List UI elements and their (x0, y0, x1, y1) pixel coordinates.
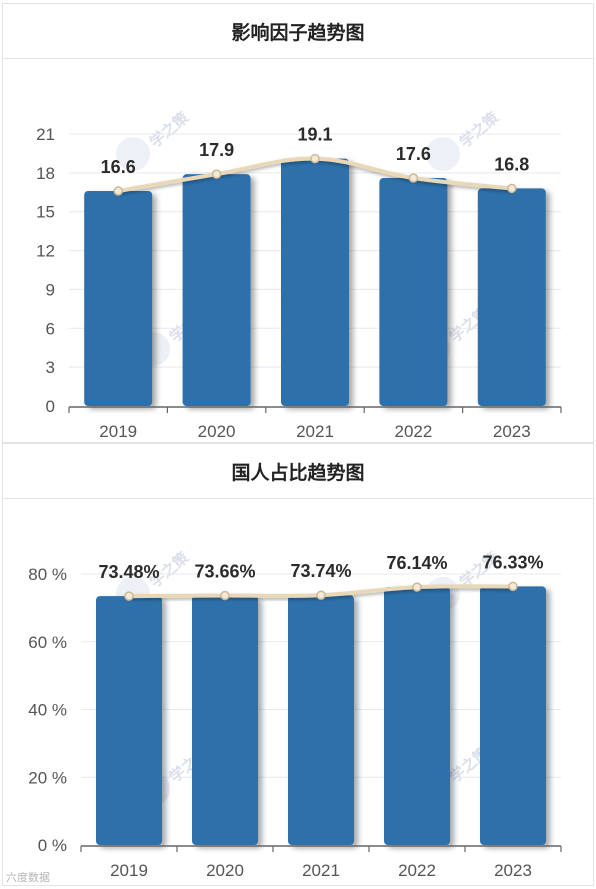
trend-point (412, 582, 422, 592)
data-label: 19.1 (297, 125, 332, 145)
chart-title: 国人占比趋势图 (3, 444, 593, 499)
trend-point (124, 591, 134, 601)
y-tick-label: 80 % (28, 565, 67, 584)
y-tick-label: 20 % (28, 768, 67, 787)
data-label: 16.8 (494, 154, 529, 174)
y-tick-label: 15 (36, 203, 55, 222)
data-label: 73.74% (290, 561, 351, 581)
x-tick-label: 2023 (493, 422, 531, 441)
y-tick-label: 9 (46, 280, 55, 299)
y-tick-label: 6 (46, 319, 55, 338)
x-tick-label: 2022 (394, 422, 432, 441)
x-tick-label: 2023 (494, 861, 532, 880)
footer-watermark: 六度数据 (6, 872, 50, 884)
x-tick-label: 2020 (198, 422, 236, 441)
y-tick-label: 12 (36, 242, 55, 261)
x-tick-label: 2019 (110, 861, 148, 880)
data-label: 16.6 (101, 157, 136, 177)
y-tick-label: 21 (36, 125, 55, 144)
x-tick-label: 2021 (296, 422, 334, 441)
data-label: 76.33% (482, 552, 543, 572)
impact-factor-chart: 学之策学之策学之策学之策0369121518212019202020212022… (36, 108, 562, 441)
bar (182, 174, 251, 406)
watermark: 学之策 (426, 108, 503, 171)
bar (84, 190, 153, 406)
bar (477, 188, 546, 406)
bar (384, 587, 450, 845)
trend-point (310, 153, 320, 164)
trend-point (113, 186, 123, 196)
trend-point (316, 590, 326, 600)
svg-text:学之策: 学之策 (146, 108, 193, 151)
bar (480, 586, 546, 845)
trend-point (507, 183, 517, 194)
y-tick-label: 18 (36, 164, 55, 183)
chinese-ratio-panel: 国人占比趋势图 学之策 学之策 学之策 学之策 0 % 20 % 40 % 60 % 80 % 2… (2, 443, 594, 886)
bar (379, 178, 448, 406)
bar (281, 158, 349, 406)
trend-point (220, 590, 230, 601)
data-label: 17.6 (396, 144, 431, 164)
svg-text:学之策: 学之策 (456, 108, 503, 151)
data-label: 73.66% (194, 561, 255, 581)
data-label: 17.9 (199, 140, 234, 160)
y-tick-label: 3 (46, 358, 55, 377)
impact-factor-panel: 影响因子趋势图 学之策学之策学之策学之策03691215182120192020… (2, 3, 594, 443)
chart-title: 影响因子趋势图 (3, 4, 593, 59)
x-tick-label: 2019 (99, 422, 137, 441)
y-tick-label: 0 (46, 397, 55, 416)
x-tick-label: 2021 (302, 861, 340, 880)
trend-point (211, 169, 222, 179)
bar (288, 595, 354, 845)
y-tick-label: 60 % (28, 633, 67, 652)
bar (96, 596, 162, 845)
x-tick-label: 2022 (398, 861, 436, 880)
x-tick-label: 2020 (206, 861, 244, 880)
trend-point (508, 581, 518, 592)
data-label: 73.48% (98, 562, 159, 582)
data-label: 76.14% (386, 553, 447, 573)
y-tick-label: 40 % (28, 701, 67, 720)
y-tick-label: 0 % (38, 836, 67, 855)
trend-point (408, 173, 419, 183)
bar (192, 595, 258, 845)
